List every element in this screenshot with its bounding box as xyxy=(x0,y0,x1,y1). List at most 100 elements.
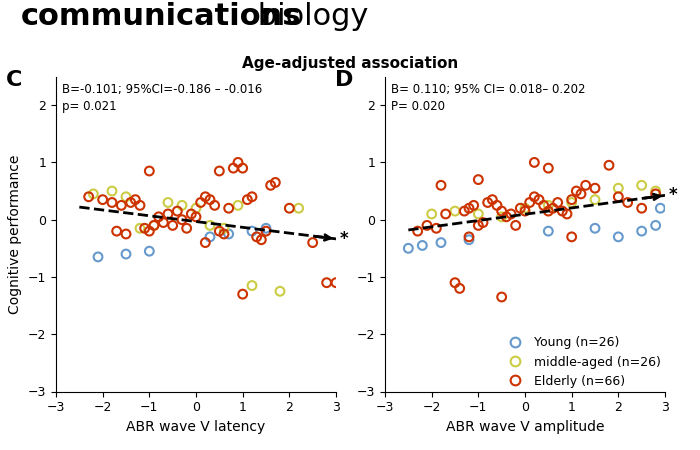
Point xyxy=(570,188,582,195)
Text: Age-adjusted association: Age-adjusted association xyxy=(242,56,458,71)
Text: *: * xyxy=(340,230,349,248)
Point xyxy=(612,184,624,192)
Point xyxy=(88,190,99,198)
Point xyxy=(321,279,332,286)
Point xyxy=(636,228,648,235)
Point xyxy=(148,222,160,229)
Y-axis label: Cognitive performance: Cognitive performance xyxy=(8,154,22,314)
Point xyxy=(284,205,295,212)
Point xyxy=(454,285,466,292)
Point xyxy=(519,207,531,215)
Point xyxy=(144,248,155,255)
Point xyxy=(496,213,507,220)
Point xyxy=(270,179,281,186)
Point xyxy=(496,207,507,215)
Point xyxy=(421,222,433,229)
Point xyxy=(106,199,118,206)
Point xyxy=(148,222,160,229)
Point xyxy=(528,193,540,200)
Point xyxy=(130,196,141,203)
Point xyxy=(482,199,493,206)
Text: D: D xyxy=(335,70,353,90)
Point xyxy=(144,167,155,175)
Point xyxy=(228,165,239,172)
Point xyxy=(237,165,248,172)
Point xyxy=(106,188,118,195)
Point xyxy=(477,219,489,226)
Point xyxy=(552,199,564,206)
Text: C: C xyxy=(6,70,22,90)
Point xyxy=(603,162,615,169)
Text: B=-0.101; 95%CI=-0.186 – -0.016
p= 0.021: B=-0.101; 95%CI=-0.186 – -0.016 p= 0.021 xyxy=(62,83,262,113)
Text: *: * xyxy=(668,186,678,204)
Point xyxy=(83,193,94,200)
Point xyxy=(566,233,578,240)
Point xyxy=(120,251,132,258)
Point xyxy=(458,207,470,215)
Point xyxy=(232,202,244,209)
Point xyxy=(556,207,568,215)
Point xyxy=(223,205,235,212)
Point xyxy=(416,242,428,249)
Point xyxy=(435,182,447,189)
Point xyxy=(204,196,216,203)
Point xyxy=(402,245,414,252)
Point xyxy=(514,205,526,212)
Point xyxy=(260,225,272,232)
Point xyxy=(246,193,258,200)
Point xyxy=(575,190,587,198)
Point xyxy=(237,291,248,298)
Point xyxy=(542,165,554,172)
Point xyxy=(463,233,475,240)
Point xyxy=(589,225,601,232)
Point xyxy=(251,233,262,240)
Point xyxy=(232,159,244,166)
Point xyxy=(125,199,136,206)
Point xyxy=(473,222,484,229)
Point xyxy=(636,182,648,189)
Point xyxy=(650,222,662,229)
Point xyxy=(519,205,531,212)
Point xyxy=(528,159,540,166)
Point xyxy=(204,222,216,229)
Point xyxy=(412,228,423,235)
Point xyxy=(176,216,188,223)
Point xyxy=(134,202,146,209)
X-axis label: ABR wave V amplitude: ABR wave V amplitude xyxy=(446,420,604,434)
Point xyxy=(440,210,452,217)
Point xyxy=(463,205,475,212)
Point xyxy=(186,210,197,217)
Point xyxy=(241,196,253,203)
Point xyxy=(654,205,666,212)
Point xyxy=(172,207,183,215)
Point xyxy=(181,225,193,232)
Point xyxy=(566,199,578,206)
Point xyxy=(426,210,438,217)
Point xyxy=(120,230,132,238)
Point xyxy=(612,233,624,240)
Point xyxy=(120,193,132,200)
Point xyxy=(97,196,108,203)
Point xyxy=(589,196,601,203)
Point xyxy=(218,225,230,232)
Point xyxy=(139,225,150,232)
Point xyxy=(116,202,127,209)
Point xyxy=(167,222,178,229)
Point xyxy=(190,213,202,220)
Point xyxy=(293,205,304,212)
Point xyxy=(580,182,592,189)
Point xyxy=(612,193,624,200)
Point xyxy=(650,190,662,198)
Point xyxy=(162,210,174,217)
Point xyxy=(538,202,550,209)
Point xyxy=(449,207,461,215)
Point xyxy=(510,222,522,229)
Legend: Young (n=26), middle-aged (n=26), Elderly (n=66): Young (n=26), middle-aged (n=26), Elderl… xyxy=(498,333,664,392)
Point xyxy=(214,228,225,235)
Point xyxy=(486,196,498,203)
Point xyxy=(650,188,662,195)
Point xyxy=(561,210,573,217)
Text: communications: communications xyxy=(21,2,302,31)
Point xyxy=(260,228,272,235)
Point xyxy=(111,228,122,235)
